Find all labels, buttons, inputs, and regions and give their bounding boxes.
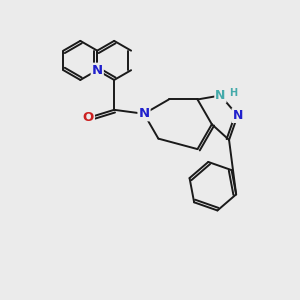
Text: O: O bbox=[83, 111, 94, 124]
Text: H: H bbox=[229, 88, 237, 98]
Text: N: N bbox=[139, 107, 150, 120]
Text: N: N bbox=[92, 64, 103, 77]
Text: N: N bbox=[215, 89, 226, 102]
Text: N: N bbox=[232, 109, 243, 122]
